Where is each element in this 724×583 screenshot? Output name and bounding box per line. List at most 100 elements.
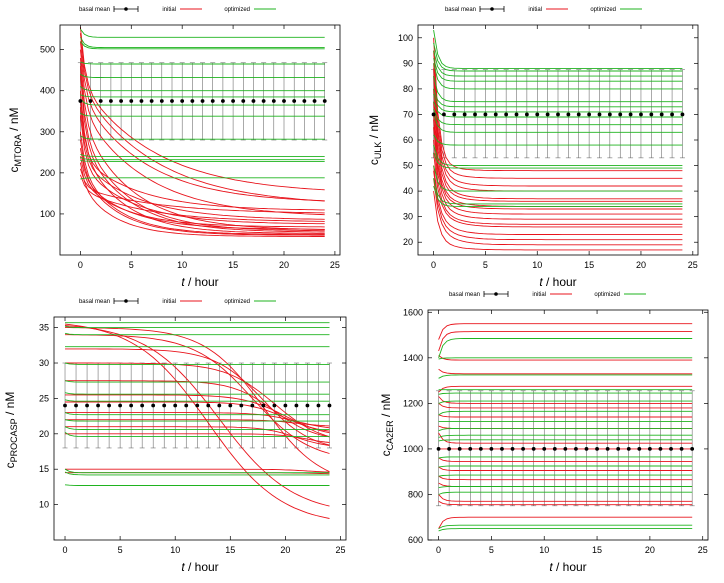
basal-mean-point xyxy=(493,112,498,117)
y-tick-label: 100 xyxy=(40,209,55,219)
basal-mean-point xyxy=(292,99,297,103)
legend-optimized-label: optimized xyxy=(224,7,250,13)
basal-mean-point xyxy=(669,447,673,451)
plot-frame xyxy=(427,309,709,541)
basal-mean-markers xyxy=(436,447,695,451)
optimized-series-5 xyxy=(64,362,330,365)
x-tick-label: 25 xyxy=(688,260,698,270)
initial-series-12 xyxy=(433,152,683,228)
optimized-series-7 xyxy=(64,392,330,395)
basal-mean-point xyxy=(322,99,327,103)
basal-mean-point xyxy=(129,403,134,408)
optimized-series-7 xyxy=(80,94,325,98)
basal-mean-point xyxy=(200,99,205,103)
basal-mean-point xyxy=(680,112,685,117)
basal-mean-point xyxy=(305,403,310,408)
initial-series-1 xyxy=(433,37,683,172)
initial-series-17 xyxy=(79,168,325,214)
optimized-series-1 xyxy=(438,338,693,358)
basal-mean-point xyxy=(649,112,654,117)
y-axis-main: c xyxy=(7,167,21,173)
plot-area xyxy=(431,30,685,251)
basal-mean-point xyxy=(637,447,642,451)
optimized-series-11 xyxy=(433,114,683,133)
y-tick-label: 1000 xyxy=(403,444,423,454)
x-tick-label: 20 xyxy=(280,545,290,555)
initial-series-2 xyxy=(433,50,683,179)
optimized-series-14 xyxy=(433,152,683,169)
initial-series-13 xyxy=(79,139,325,236)
optimized-series-14 xyxy=(64,471,330,476)
x-tick-label: 0 xyxy=(436,545,441,555)
basal-mean-point xyxy=(251,99,256,103)
basal-mean-point xyxy=(272,403,277,408)
x-axis-label: t / hour xyxy=(539,275,576,289)
initial-series-3 xyxy=(438,355,693,361)
initial-series-9 xyxy=(79,98,325,211)
optimized-series-11 xyxy=(80,153,325,157)
basal-mean-point xyxy=(489,447,494,451)
basal-mean-point xyxy=(616,447,621,451)
initial-series-8 xyxy=(79,90,325,234)
basal-mean-point xyxy=(679,447,684,451)
x-tick-label: 25 xyxy=(698,545,708,555)
y-tick-label: 10 xyxy=(39,500,49,510)
basal-mean-point xyxy=(462,112,467,117)
legend: basal mean initial optimized xyxy=(445,6,642,13)
basal-mean-point xyxy=(78,99,83,103)
basal-mean-point xyxy=(478,447,483,451)
optimized-series-3 xyxy=(438,374,693,379)
basal-mean-point xyxy=(605,447,610,451)
optimized-series-12 xyxy=(80,156,325,161)
basal-mean-point xyxy=(628,112,633,117)
basal-mean-point xyxy=(159,99,164,103)
basal-mean-point xyxy=(452,112,457,117)
optimized-series-10 xyxy=(433,109,683,126)
basal-mean-point xyxy=(231,99,235,103)
basal-mean-point xyxy=(542,447,547,451)
optimized-series-17 xyxy=(433,185,683,207)
initial-series-8 xyxy=(65,394,330,434)
basal-mean-point xyxy=(626,447,631,451)
basal-mean-point xyxy=(149,99,154,103)
optimized-series-6 xyxy=(438,400,693,404)
optimized-series-10 xyxy=(64,419,330,422)
chart-panel-4: basal mean initial optimized 0 5 10 15 20 25 600 8… xyxy=(379,291,709,574)
initial-series-16 xyxy=(433,191,683,251)
optimized-series-2 xyxy=(433,42,683,72)
legend: basal mean initial optimized xyxy=(79,298,276,305)
basal-mean-point xyxy=(302,99,307,103)
basal-mean-point xyxy=(88,99,93,103)
basal-mean-point xyxy=(139,99,144,103)
optimized-series-7 xyxy=(438,410,693,416)
x-tick-label: 5 xyxy=(483,260,488,270)
basal-mean-point xyxy=(690,447,695,451)
x-tick-label: 10 xyxy=(170,545,180,555)
x-tick-label: 25 xyxy=(335,545,345,555)
x-tick-label: 20 xyxy=(636,260,646,270)
basal-mean-point xyxy=(180,99,185,103)
optimized-series-6 xyxy=(80,86,325,92)
y-axis-unit: / nM xyxy=(3,392,17,419)
basal-mean-point xyxy=(261,99,266,103)
initial-series-13 xyxy=(438,466,693,471)
optimized-series-2 xyxy=(80,41,325,50)
initial-series-6 xyxy=(433,88,683,202)
optimized-series-12 xyxy=(433,134,683,146)
basal-mean-point xyxy=(521,447,525,451)
initial-series-3 xyxy=(79,41,325,202)
basal-mean-point xyxy=(96,403,100,408)
initial-series-2 xyxy=(438,331,693,352)
y-tick-label: 1400 xyxy=(403,353,423,363)
basal-mean-point xyxy=(574,447,578,451)
initial-series-15 xyxy=(79,156,325,228)
y-tick-label: 80 xyxy=(403,84,413,94)
initial-series-8 xyxy=(438,414,693,418)
basal-mean-point xyxy=(473,112,477,117)
basal-mean-point xyxy=(162,403,167,408)
initial-series-11 xyxy=(65,419,330,427)
legend-basal-label: basal mean xyxy=(79,7,110,13)
basal-mean-point xyxy=(118,403,123,408)
initial-series-7 xyxy=(438,403,693,409)
y-tick-label: 40 xyxy=(403,186,413,196)
